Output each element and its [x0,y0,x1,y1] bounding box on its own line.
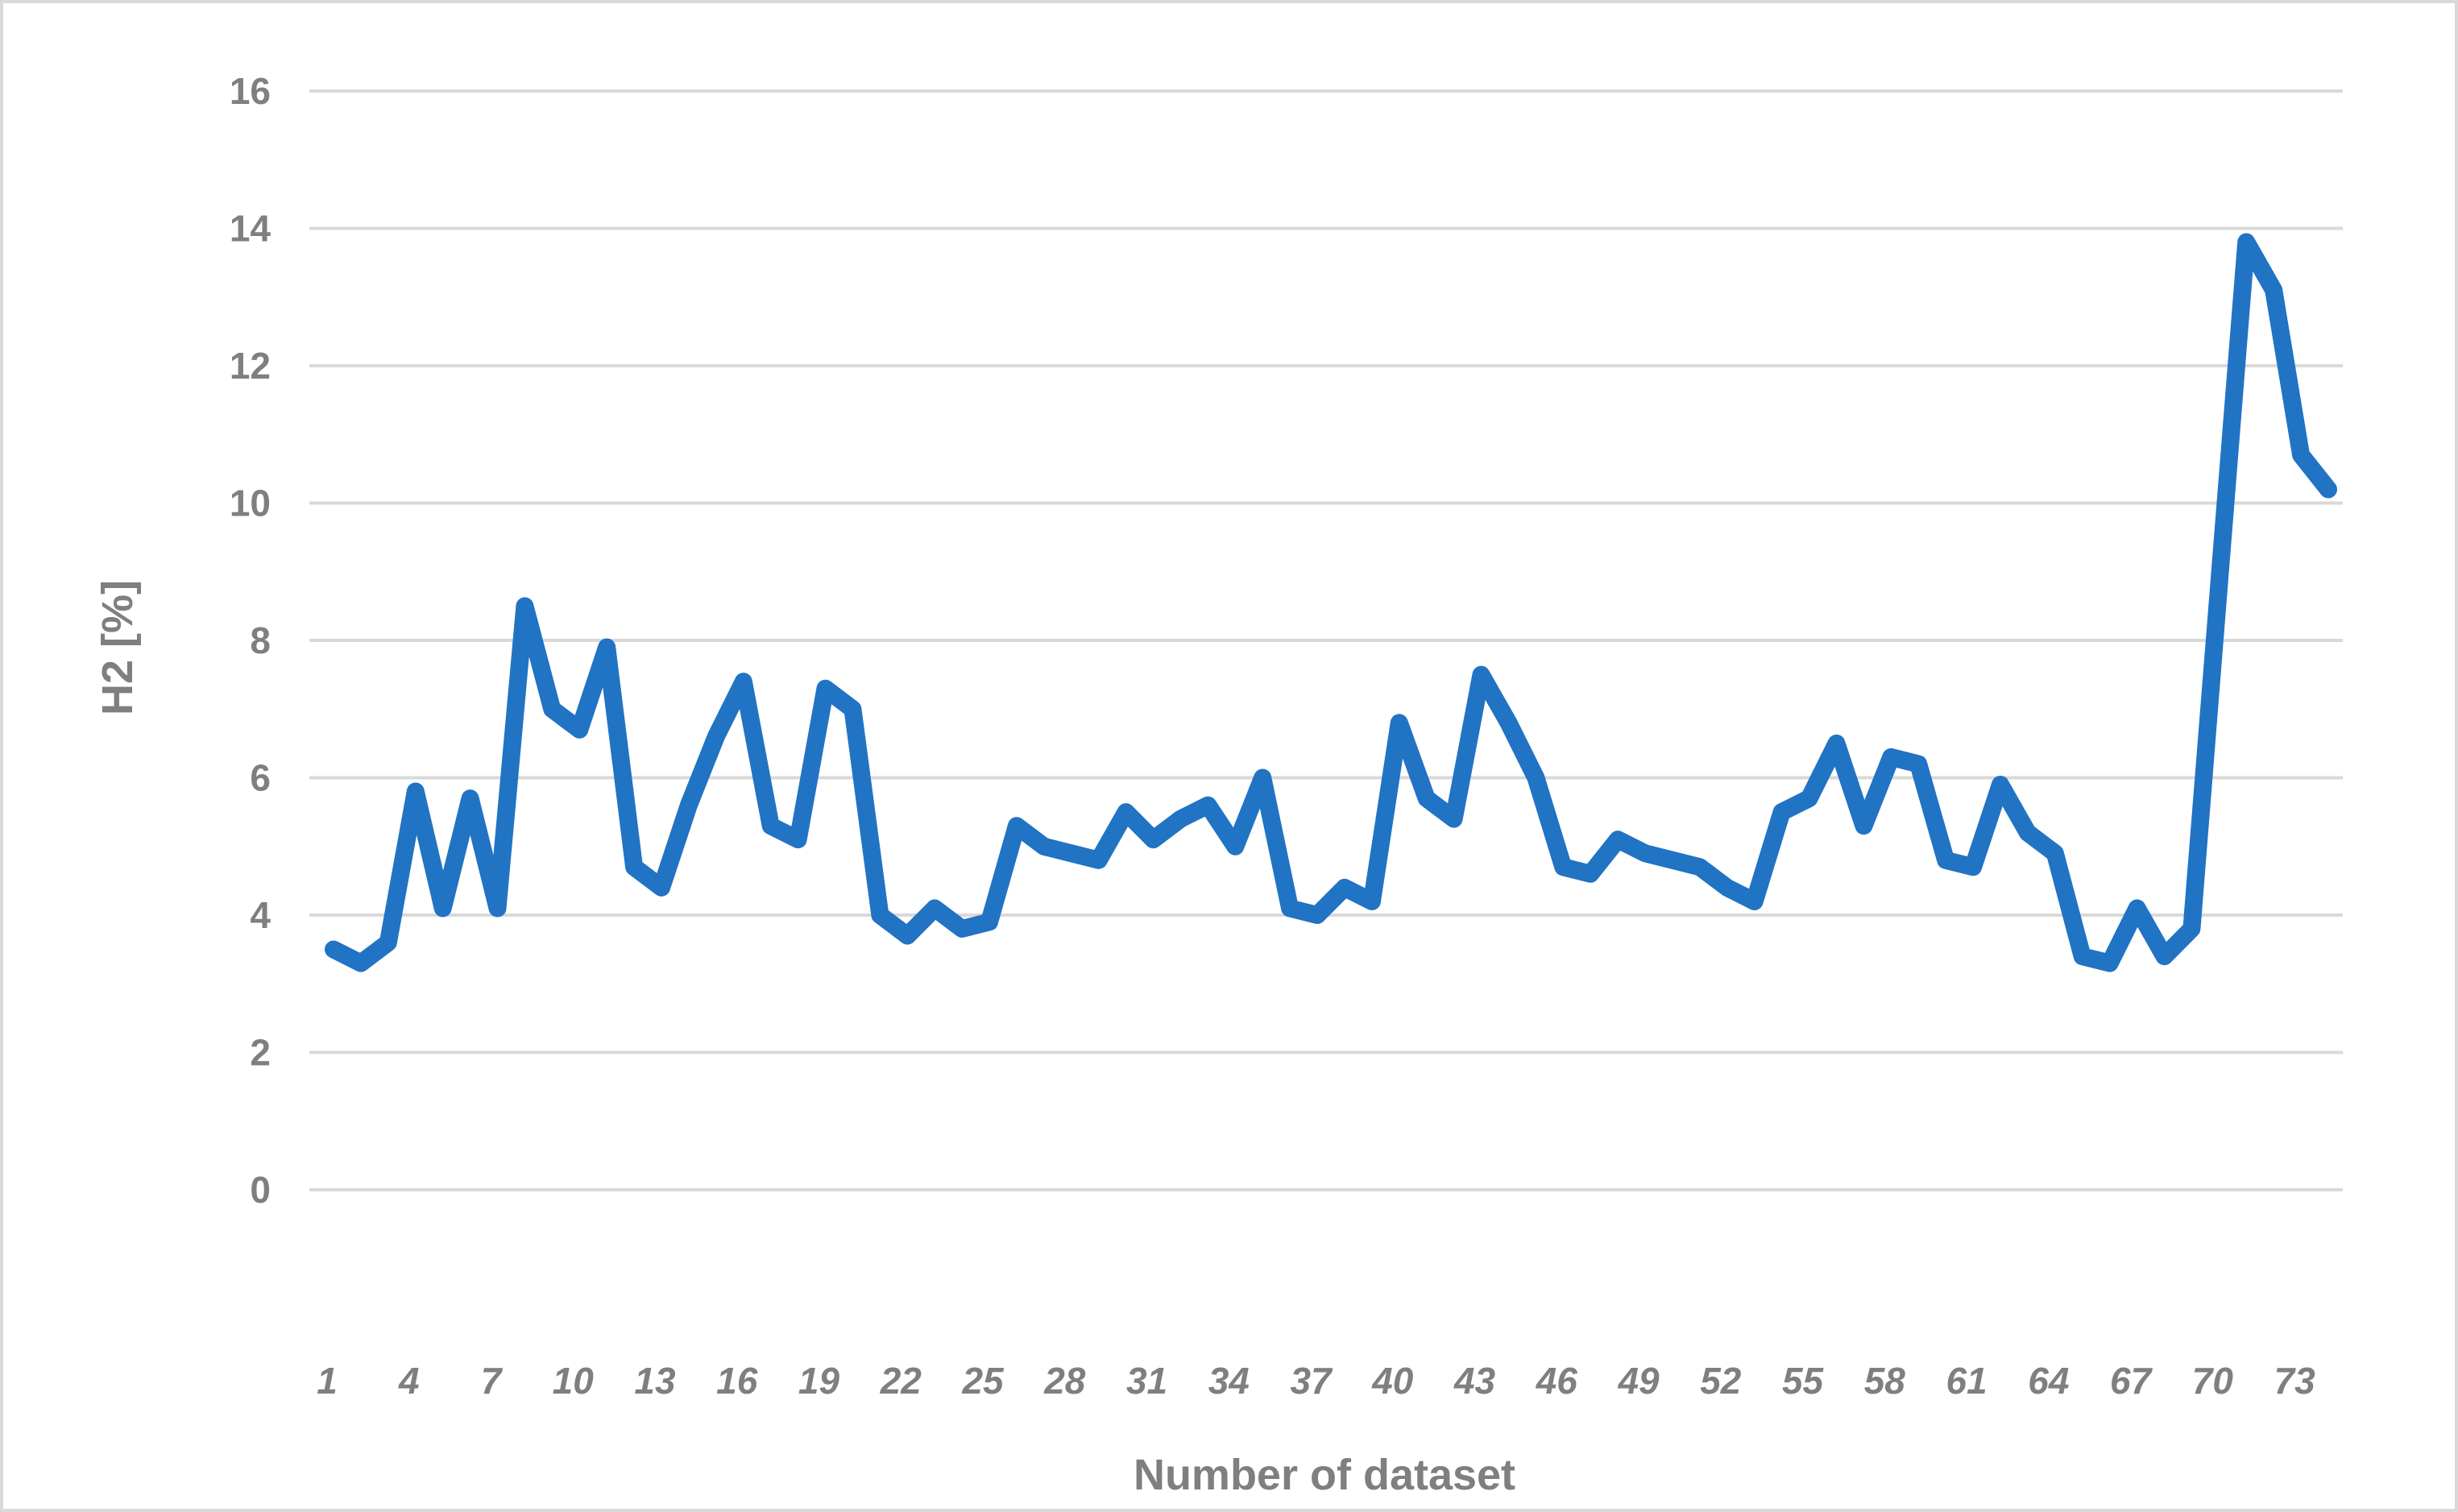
x-tick-label: 61 [1946,1360,1987,1402]
x-tick-label: 55 [1782,1360,1825,1402]
gridlines-group [309,89,2343,1191]
x-tick-label: 37 [1290,1360,1333,1402]
x-tick-label: 43 [1453,1360,1496,1402]
h2-series-line [325,233,2337,972]
x-tick-label: 10 [553,1360,595,1402]
x-tick-label: 73 [2274,1360,2315,1402]
x-tick-label: 1 [317,1360,338,1402]
x-tick-label: 31 [1126,1360,1167,1402]
x-tick-label: 25 [961,1360,1005,1402]
x-tick-label: 40 [1371,1360,1414,1402]
y-tick-label: 16 [230,70,271,112]
y-axis-title: H2 [%] [93,580,142,715]
x-tick-label: 67 [2110,1360,2153,1402]
x-tick-label: 49 [1617,1360,1660,1402]
x-tick-label: 19 [798,1360,840,1402]
y-tick-label: 2 [250,1032,271,1074]
y-axis-tick-labels: 0 2 4 6 8 10 12 14 16 [230,70,271,1211]
x-tick-label: 34 [1208,1360,1250,1402]
x-tick-label: 46 [1536,1360,1578,1402]
x-tick-label: 58 [1864,1360,1906,1402]
x-axis-tick-labels: 1 4 7 10 13 16 19 22 25 28 31 34 37 40 43 46 49 52 55 58 61 6… [317,1360,2315,1402]
y-tick-label: 6 [250,757,271,799]
x-tick-label: 4 [398,1360,420,1402]
x-tick-label: 22 [880,1360,922,1402]
x-tick-label: 13 [634,1360,676,1402]
x-tick-label: 7 [481,1360,504,1402]
x-tick-label: 64 [2028,1360,2069,1402]
x-tick-label: 28 [1043,1360,1086,1402]
y-tick-label: 4 [250,894,271,936]
x-tick-label: 16 [716,1360,758,1402]
x-axis-title: Number of dataset [1134,1451,1515,1499]
x-tick-label: 70 [2192,1360,2234,1402]
x-tick-label: 52 [1700,1360,1742,1402]
y-tick-label: 10 [230,483,271,524]
y-tick-label: 14 [230,208,271,250]
y-tick-label: 0 [250,1169,271,1211]
y-tick-label: 12 [230,345,271,387]
y-tick-label: 8 [250,619,271,661]
